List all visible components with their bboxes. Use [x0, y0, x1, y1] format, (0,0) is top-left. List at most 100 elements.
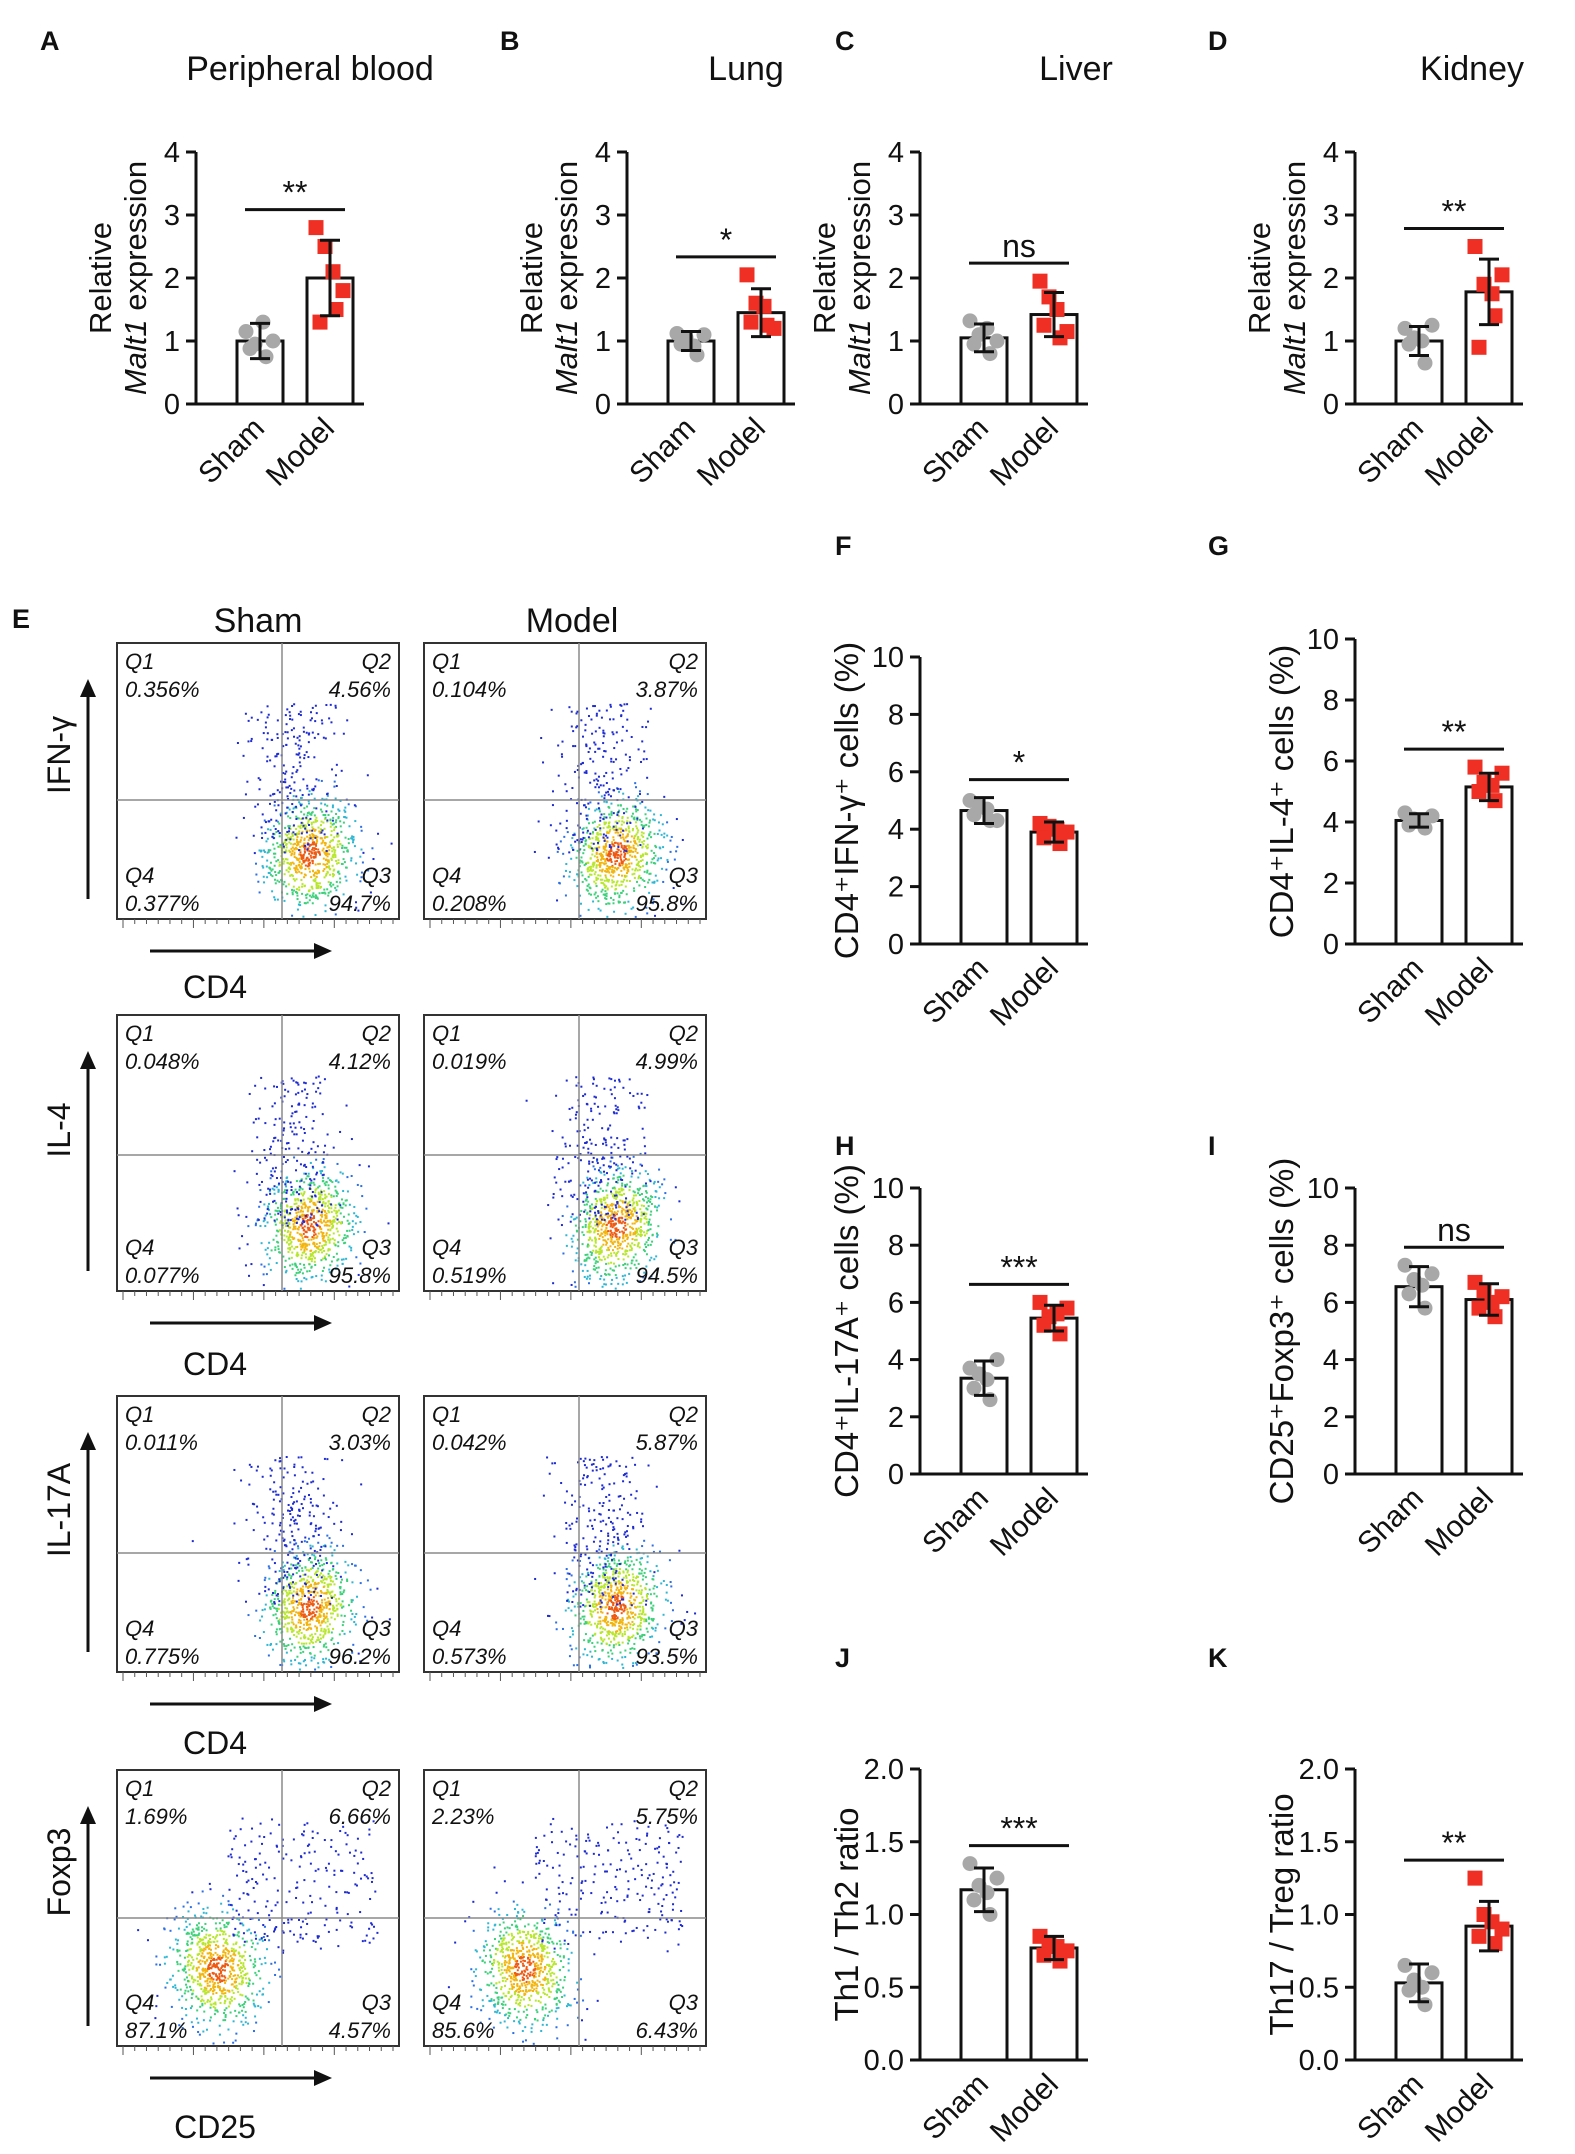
event-dot	[313, 1234, 316, 1237]
event-dot	[326, 794, 329, 797]
event-dot	[607, 1273, 610, 1276]
event-dot	[267, 1187, 270, 1190]
event-dot	[351, 1225, 354, 1228]
event-dot	[639, 854, 642, 857]
event-dot	[299, 1215, 302, 1218]
event-dot	[290, 1583, 293, 1586]
event-dot	[605, 791, 608, 794]
event-dot	[633, 876, 636, 879]
event-dot	[626, 1233, 629, 1236]
event-dot	[273, 1598, 276, 1601]
event-dot	[336, 845, 339, 848]
event-dot	[316, 1210, 319, 1213]
event-dot	[333, 1583, 336, 1586]
event-dot	[274, 1248, 277, 1251]
event-dot	[284, 1229, 287, 1232]
y-tick-label: 8	[888, 699, 904, 731]
event-dot	[295, 1110, 298, 1113]
event-dot	[306, 1236, 309, 1239]
event-dot	[271, 868, 274, 871]
event-dot	[323, 1244, 326, 1247]
event-dot	[631, 1199, 634, 1202]
event-dot	[620, 1193, 623, 1196]
event-dot	[289, 842, 292, 845]
point-sham	[1414, 1277, 1430, 1293]
event-dot	[612, 1173, 615, 1176]
event-dot	[293, 1226, 296, 1229]
event-dot	[350, 1246, 353, 1249]
event-dot	[311, 1106, 314, 1109]
event-dot	[303, 1251, 306, 1254]
event-dot	[330, 1207, 333, 1210]
event-dot	[295, 866, 298, 869]
event-dot	[315, 1600, 318, 1603]
event-dot	[317, 1666, 320, 1669]
event-dot	[299, 845, 302, 848]
event-dot	[603, 1278, 606, 1281]
event-dot	[604, 886, 607, 889]
event-dot	[313, 736, 316, 739]
event-dot	[285, 1209, 288, 1212]
event-dot	[601, 857, 604, 860]
event-dot	[632, 906, 635, 909]
event-dot	[312, 827, 315, 830]
event-dot	[598, 1248, 601, 1251]
event-dot	[342, 821, 345, 824]
event-dot	[629, 1234, 632, 1237]
event-dot	[264, 1156, 267, 1159]
event-dot	[320, 842, 323, 845]
event-dot	[296, 1191, 299, 1194]
event-dot	[332, 873, 335, 876]
event-dot	[324, 737, 327, 740]
event-dot	[319, 1564, 322, 1567]
event-dot	[306, 848, 309, 851]
event-dot	[601, 868, 604, 871]
event-dot	[630, 735, 633, 738]
event-dot	[647, 825, 650, 828]
event-dot	[586, 1269, 589, 1272]
event-dot	[320, 824, 323, 827]
event-dot	[607, 793, 610, 796]
event-dot	[634, 1209, 637, 1212]
event-dot	[578, 894, 581, 897]
event-dot	[285, 843, 288, 846]
event-dot	[597, 1211, 600, 1214]
event-dot	[265, 1594, 268, 1597]
event-dot	[646, 793, 649, 796]
point-model	[1471, 339, 1487, 355]
event-dot	[274, 1118, 277, 1121]
event-dot	[627, 1204, 630, 1207]
event-dot	[291, 1112, 294, 1115]
event-dot	[657, 1180, 660, 1183]
event-dot	[324, 814, 327, 817]
event-dot	[624, 863, 627, 866]
event-dot	[578, 865, 581, 868]
y-tick-label: 3	[164, 200, 180, 232]
event-dot	[617, 873, 620, 876]
event-dot	[617, 804, 620, 807]
event-dot	[290, 1077, 293, 1080]
event-dot	[623, 1148, 626, 1151]
event-dot	[636, 1217, 639, 1220]
event-dot	[275, 755, 278, 758]
event-dot	[289, 838, 292, 841]
event-dot	[632, 850, 635, 853]
event-dot	[278, 1182, 281, 1185]
event-dot	[572, 1218, 575, 1221]
y-axis-label-gene-italic: Malt1	[549, 319, 584, 395]
event-dot	[351, 1228, 354, 1231]
event-dot	[313, 1615, 316, 1618]
event-dot	[335, 859, 338, 862]
event-dot	[626, 1263, 629, 1266]
event-dot	[288, 711, 291, 714]
event-dot	[268, 1241, 271, 1244]
event-dot	[599, 816, 602, 819]
event-dot	[315, 807, 318, 810]
event-dot	[315, 872, 318, 875]
event-dot	[615, 883, 618, 886]
event-dot	[331, 804, 334, 807]
event-dot	[615, 1197, 618, 1200]
event-dot	[261, 865, 264, 868]
event-dot	[588, 1274, 591, 1277]
event-dot	[582, 827, 585, 830]
